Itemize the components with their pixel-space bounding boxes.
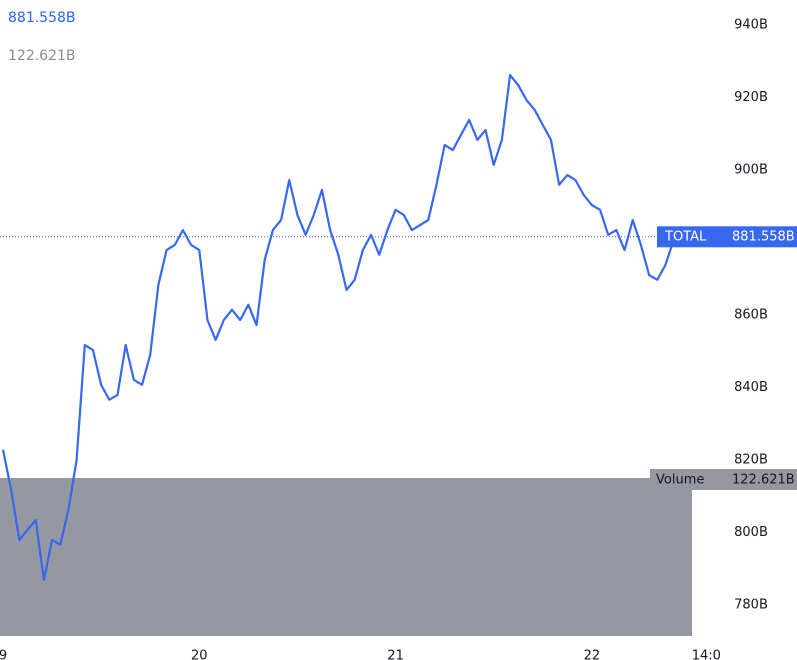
x-tick-label: 21 (387, 649, 404, 660)
last-value-tag (657, 226, 797, 248)
y-tick-label: 820B (734, 452, 768, 467)
volume-pane (0, 478, 692, 636)
x-tick-label: 22 (584, 649, 601, 660)
price-line (1, 73, 691, 581)
x-tick-label: 20 (191, 649, 208, 660)
plot (0, 73, 691, 581)
y-tick-label: 840B (734, 380, 768, 395)
volume-tag (650, 469, 797, 490)
y-tick-label: 800B (734, 525, 768, 540)
volume-readout: 122.621B (8, 48, 76, 64)
series-name: TOTAL (664, 229, 707, 244)
y-tick-label: 900B (734, 162, 768, 177)
last-value-label: 881.558B (732, 229, 795, 244)
price-readout: 881.558B (8, 10, 76, 26)
y-tick-label: 860B (734, 307, 768, 322)
y-tick-label: 920B (734, 90, 768, 105)
y-tick-label: 780B (734, 597, 768, 612)
x-tick-label: 9 (0, 649, 7, 660)
y-tick-label: 940B (734, 18, 768, 33)
volume-tag-value: 122.621B (732, 473, 795, 488)
x-tick-label: 14:0 (692, 649, 721, 660)
volume-tag-name: Volume (656, 473, 704, 488)
